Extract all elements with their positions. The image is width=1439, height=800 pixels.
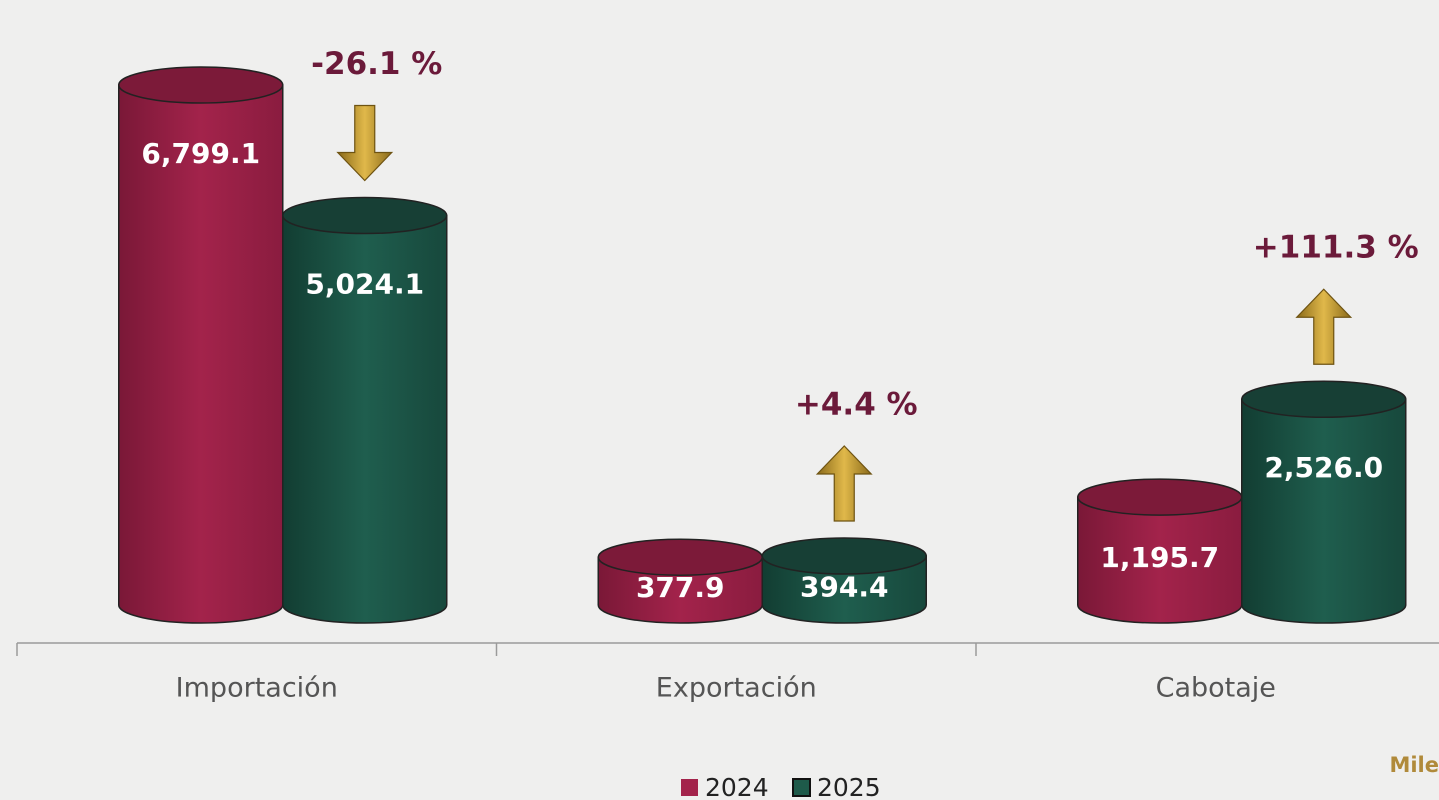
x-tick-label: Exportación [656, 673, 817, 704]
bar-top [1077, 478, 1243, 516]
units-note: Mile [1389, 753, 1439, 777]
bar [597, 556, 763, 624]
change-arrow [336, 104, 394, 182]
value-label: 1,195.7 [1100, 541, 1219, 574]
change-arrow [815, 445, 873, 522]
value-label: 5,024.1 [305, 268, 424, 301]
change-label: +4.4 % [795, 386, 918, 422]
bar-top [282, 196, 448, 235]
value-label: 377.9 [636, 571, 725, 604]
change-label: -26.1 % [311, 46, 442, 82]
legend-label: 2025 [817, 773, 881, 800]
value-label: 6,799.1 [141, 137, 260, 170]
change-arrow [1295, 288, 1353, 365]
bar-top [761, 537, 927, 575]
x-tick-label: Cabotaje [1156, 673, 1276, 704]
bar [1241, 398, 1407, 624]
bar [1077, 496, 1243, 624]
bar-top [597, 538, 763, 576]
bar [118, 84, 284, 624]
bar [282, 214, 448, 624]
value-label: 2,526.0 [1264, 451, 1383, 484]
bar-top [118, 66, 284, 104]
bar-top [1241, 380, 1407, 418]
legend-label: 2024 [705, 773, 769, 800]
change-label: +111.3 % [1253, 230, 1419, 266]
x-tick-label: Importación [176, 673, 338, 704]
value-label: 394.4 [800, 570, 889, 603]
legend-swatch [792, 778, 811, 797]
legend-swatch [681, 779, 698, 796]
bar [761, 555, 927, 624]
